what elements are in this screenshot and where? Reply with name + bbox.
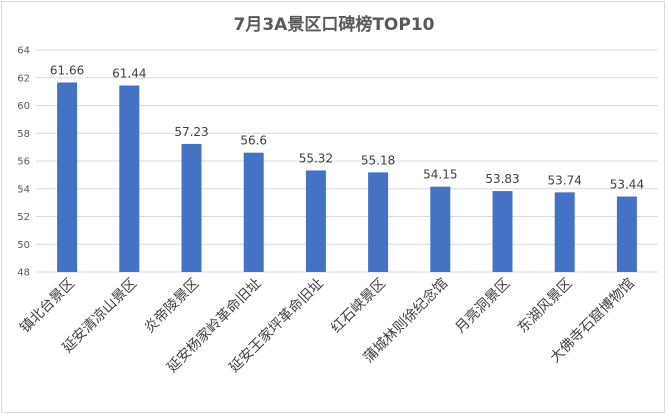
data-label: 56.6: [240, 134, 267, 148]
y-tick-label: 62: [17, 73, 30, 84]
y-tick-label: 48: [17, 268, 30, 279]
bar: [430, 186, 451, 272]
chart-title: 7月3A景区口碑榜TOP10: [233, 15, 435, 35]
bar: [305, 170, 326, 272]
y-tick-label: 58: [17, 129, 30, 140]
bar: [616, 196, 637, 272]
bar: [243, 152, 264, 272]
y-tick-label: 50: [17, 240, 30, 251]
y-tick-label: 60: [17, 101, 30, 112]
y-tick-label: 52: [17, 212, 30, 223]
y-tick-label: 54: [17, 184, 30, 195]
data-label: 61.66: [50, 63, 84, 77]
bar: [368, 172, 389, 272]
bar: [57, 82, 78, 272]
x-category-label: 镇北台景区: [17, 276, 78, 337]
data-label: 61.44: [112, 67, 146, 81]
data-label: 57.23: [174, 125, 208, 139]
data-label: 53.74: [548, 173, 582, 187]
x-category-label: 东湖风景区: [515, 276, 576, 337]
bar: [492, 191, 513, 272]
data-label: 55.18: [361, 153, 395, 167]
x-category-label: 月亮洞景区: [452, 275, 514, 337]
y-tick-label: 56: [17, 157, 30, 168]
bar: [181, 143, 202, 272]
bar: [119, 85, 140, 273]
data-label: 53.83: [485, 172, 519, 186]
y-tick-label: 64: [17, 46, 30, 57]
data-label: 55.32: [299, 151, 333, 165]
data-label: 54.15: [423, 168, 457, 182]
x-category-label: 红石峡景区: [328, 276, 389, 337]
x-category-label: 炎帝陵景区: [142, 276, 203, 337]
bar: [554, 192, 575, 272]
data-label: 53.44: [610, 178, 644, 192]
